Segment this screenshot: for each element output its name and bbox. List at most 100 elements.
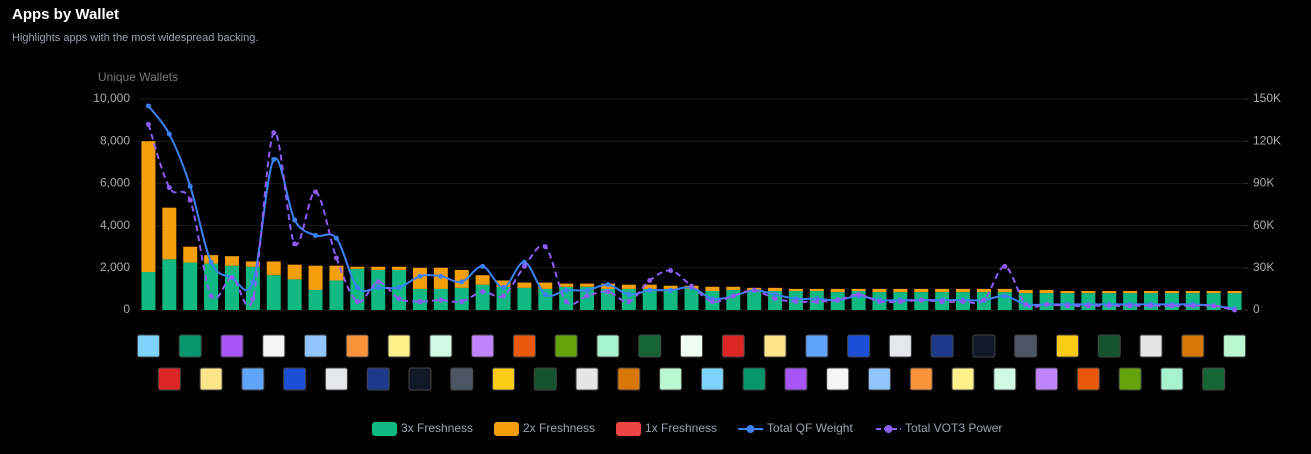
- line-point: [563, 287, 569, 293]
- line-point: [333, 255, 339, 261]
- bar-segment: [454, 269, 469, 288]
- app-icon: [241, 367, 265, 391]
- line-point: [605, 282, 611, 288]
- app-icon: [1139, 334, 1163, 358]
- app-icon: [429, 334, 453, 358]
- line-point: [981, 297, 987, 303]
- bar-segment: [559, 283, 574, 287]
- legend-swatch: [884, 425, 893, 433]
- bar-segment: [183, 262, 198, 310]
- legend-label: Total QF Weight: [767, 421, 853, 435]
- bar-segment: [224, 256, 239, 266]
- line-point: [647, 277, 653, 283]
- y2-tick-label: 60K: [1253, 218, 1274, 232]
- bar-segment: [141, 272, 156, 310]
- bar-segment: [809, 288, 824, 292]
- line-point: [187, 183, 193, 189]
- app-icon: [157, 367, 181, 391]
- app-icon: [366, 367, 390, 391]
- app-icon: [450, 367, 474, 391]
- line-point: [166, 131, 172, 137]
- legend-swatch: [616, 422, 641, 436]
- bar-segment: [517, 282, 532, 288]
- bar-segment: [1081, 293, 1096, 310]
- app-icon: [638, 334, 662, 358]
- app-icon: [283, 367, 307, 391]
- line-point: [563, 299, 569, 305]
- bar-segment: [475, 275, 490, 285]
- legend-label: 2x Freshness: [523, 421, 595, 435]
- line-point: [542, 292, 548, 298]
- bar-segment: [475, 284, 490, 310]
- line-point: [166, 185, 172, 191]
- y2-tick-label: 120K: [1253, 133, 1281, 147]
- line-point: [250, 296, 256, 302]
- line-point: [1148, 303, 1154, 309]
- app-icon: [1118, 367, 1142, 391]
- app-icon: [1076, 367, 1100, 391]
- chart-subtitle: Highlights apps with the most widespread…: [12, 32, 258, 44]
- bar-segment: [1164, 291, 1179, 294]
- app-icon: [554, 334, 578, 358]
- app-icon: [909, 367, 933, 391]
- bar-segment: [580, 283, 595, 287]
- bar-segment: [893, 288, 908, 293]
- line-point: [647, 287, 653, 293]
- bar-segment: [663, 288, 678, 310]
- line-point: [835, 297, 841, 303]
- bar-segment: [517, 287, 532, 310]
- y2-tick-label: 150K: [1253, 91, 1281, 105]
- line-point: [271, 130, 277, 136]
- bar-segment: [287, 264, 302, 280]
- y-tick-label: 4,000: [100, 218, 130, 232]
- bar-segment: [914, 288, 929, 293]
- bar-segment: [768, 287, 783, 292]
- app-icon: [262, 334, 286, 358]
- bar-segment: [1227, 293, 1242, 310]
- bar-segment: [350, 266, 365, 269]
- app-icon: [993, 367, 1017, 391]
- app-icon: [1202, 367, 1226, 391]
- bar-segment: [454, 287, 469, 310]
- bar-segment: [266, 261, 281, 276]
- line-point: [793, 299, 799, 305]
- app-icon: [1097, 334, 1121, 358]
- bar-segment: [204, 255, 219, 264]
- line-point: [375, 284, 381, 290]
- app-icon: [721, 334, 745, 358]
- bar-segment: [830, 288, 845, 293]
- app-icon: [324, 367, 348, 391]
- y2-tick-label: 90K: [1253, 176, 1274, 190]
- app-icon: [972, 334, 996, 358]
- bar-segment: [642, 284, 657, 289]
- line-point: [709, 299, 715, 305]
- line-point: [480, 263, 486, 269]
- bar-segment: [600, 288, 615, 310]
- line-point: [145, 103, 151, 109]
- bar-segment: [851, 288, 866, 292]
- line-point: [459, 279, 465, 285]
- bar-segment: [308, 265, 323, 290]
- line-point: [1211, 303, 1217, 309]
- app-icon: [387, 334, 411, 358]
- bar-segment: [663, 285, 678, 289]
- y2-tick-label: 30K: [1253, 260, 1274, 274]
- legend-label: 1x Freshness: [645, 421, 717, 435]
- line-point: [396, 284, 402, 290]
- app-icon: [700, 367, 724, 391]
- bar-segment: [1206, 291, 1221, 294]
- bar-segment: [935, 288, 950, 293]
- bar-segment: [1039, 293, 1054, 310]
- line-point: [333, 235, 339, 241]
- line-point: [354, 299, 360, 305]
- app-icon: [826, 367, 850, 391]
- bar-segment: [1018, 289, 1033, 294]
- line-point: [689, 283, 694, 289]
- line-point: [1232, 307, 1238, 313]
- y-tick-label: 10,000: [93, 91, 130, 105]
- bar-segment: [726, 286, 741, 290]
- app-icon: [533, 367, 557, 391]
- line-point: [396, 296, 402, 302]
- line-point: [480, 289, 486, 295]
- line-point: [438, 273, 444, 279]
